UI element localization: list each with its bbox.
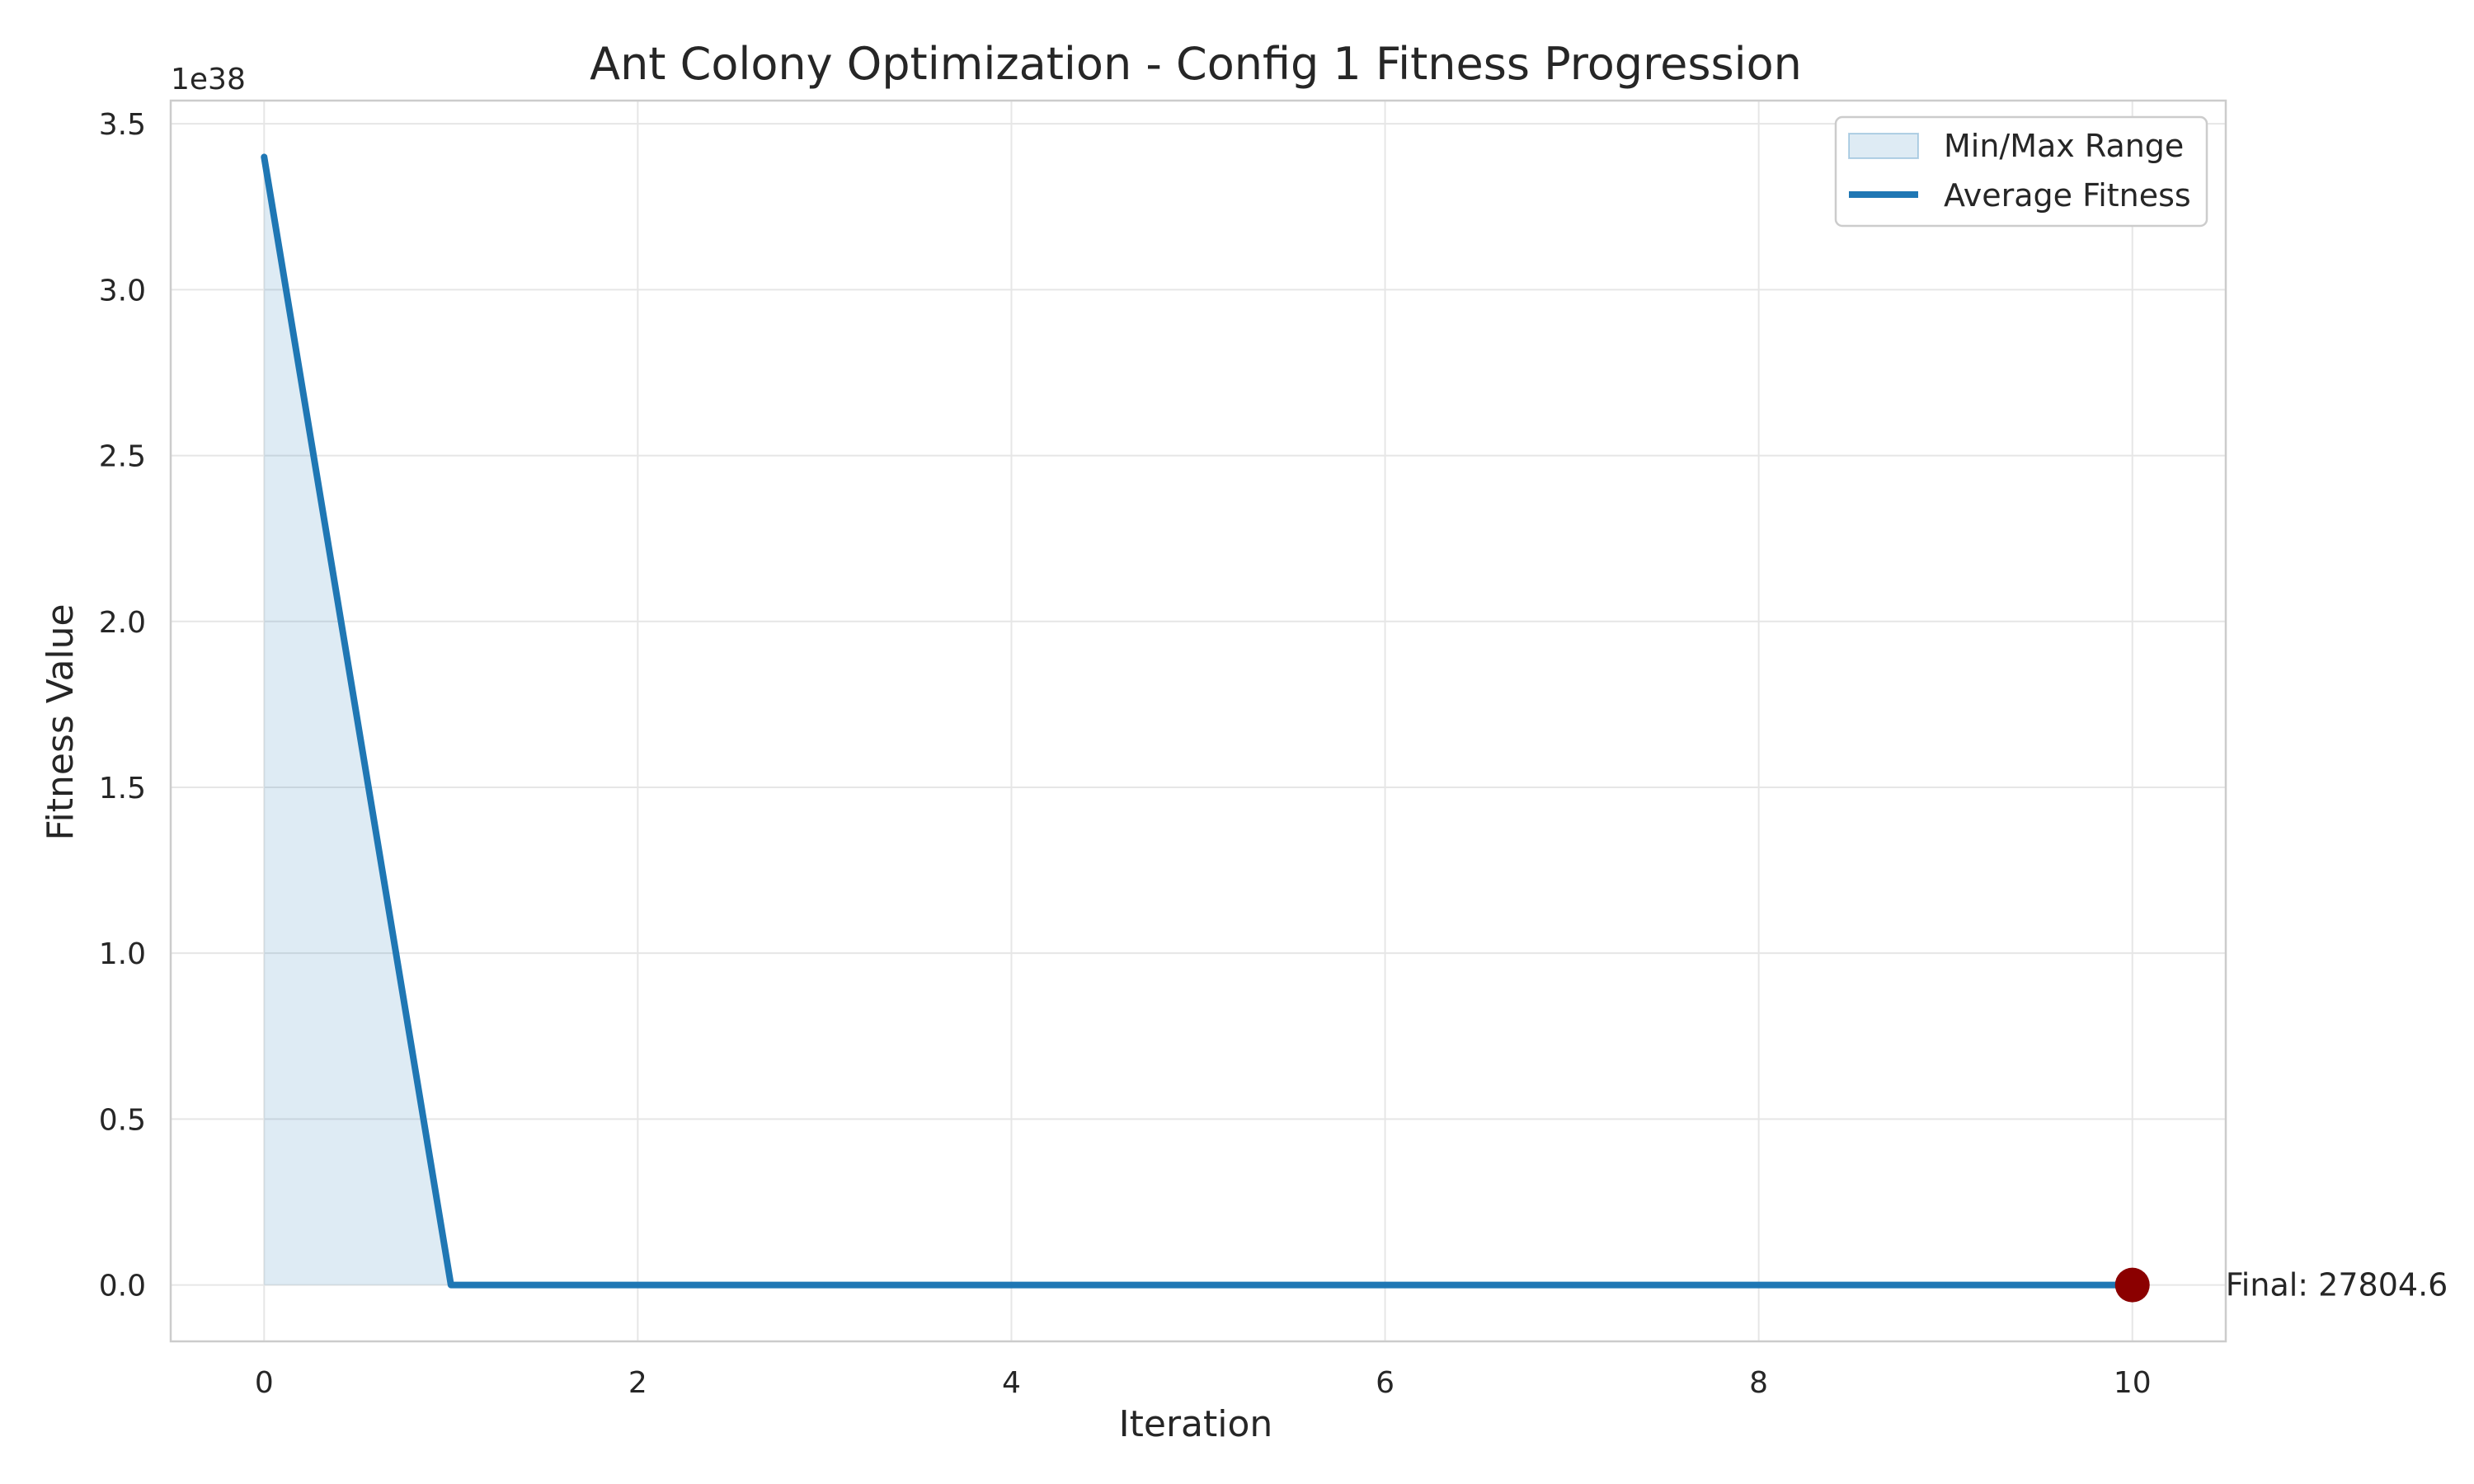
average-fitness-point	[263, 156, 266, 158]
average-fitness-point	[637, 1284, 639, 1286]
legend-box	[1834, 115, 2208, 228]
x-tick-label: 2	[628, 1366, 647, 1400]
x-tick-label: 0	[255, 1366, 274, 1400]
chart-title: Ant Colony Optimization - Config 1 Fitne…	[590, 38, 1802, 90]
legend: Min/Max Range Average Fitness	[1834, 115, 2208, 228]
y-tick-labels: 0.0 0.5 1.0 1.5 2.0 2.5 3.0 3.5	[99, 108, 146, 1303]
y-tick-label: 1.0	[99, 937, 146, 971]
y-axis-label: Fitness Value	[40, 603, 82, 840]
grid-lines	[171, 101, 2226, 1341]
average-fitness-point	[449, 1284, 452, 1286]
y-tick-label: 2.0	[99, 606, 146, 640]
average-fitness-point	[1945, 1284, 1947, 1286]
average-fitness-point	[1571, 1284, 1573, 1286]
legend-range-swatch	[1848, 133, 1919, 159]
final-value-marker	[2114, 1267, 2150, 1303]
legend-range-label: Min/Max Range	[1944, 128, 2184, 164]
x-tick-label: 10	[2114, 1366, 2152, 1400]
legend-average-label: Average Fitness	[1944, 177, 2191, 214]
final-value-annotation: Final: 27804.6	[2226, 1267, 2448, 1303]
y-tick-label: 3.0	[99, 274, 146, 308]
average-fitness-point	[1757, 1284, 1760, 1286]
average-fitness-point	[1010, 1284, 1013, 1286]
x-tick-label: 6	[1376, 1366, 1395, 1400]
average-fitness-point	[1384, 1284, 1386, 1286]
y-tick-label: 0.0	[99, 1270, 146, 1303]
average-fitness-point	[823, 1284, 825, 1286]
y-tick-label: 3.5	[99, 108, 146, 142]
x-axis-label: Iteration	[1119, 1403, 1273, 1445]
final-marker-group	[2114, 1267, 2150, 1303]
plot-frame	[169, 99, 2227, 1343]
y-offset-label: 1e38	[171, 63, 246, 96]
y-tick-label: 1.5	[99, 772, 146, 805]
x-tick-label: 8	[1749, 1366, 1768, 1400]
x-tick-label: 4	[1002, 1366, 1021, 1400]
x-tick-labels: 0 2 4 6 8 10	[255, 1366, 2152, 1400]
average-fitness-point	[1197, 1284, 1199, 1286]
y-tick-label: 0.5	[99, 1103, 146, 1137]
y-tick-label: 2.5	[99, 440, 146, 474]
series-lines	[261, 153, 2136, 1289]
